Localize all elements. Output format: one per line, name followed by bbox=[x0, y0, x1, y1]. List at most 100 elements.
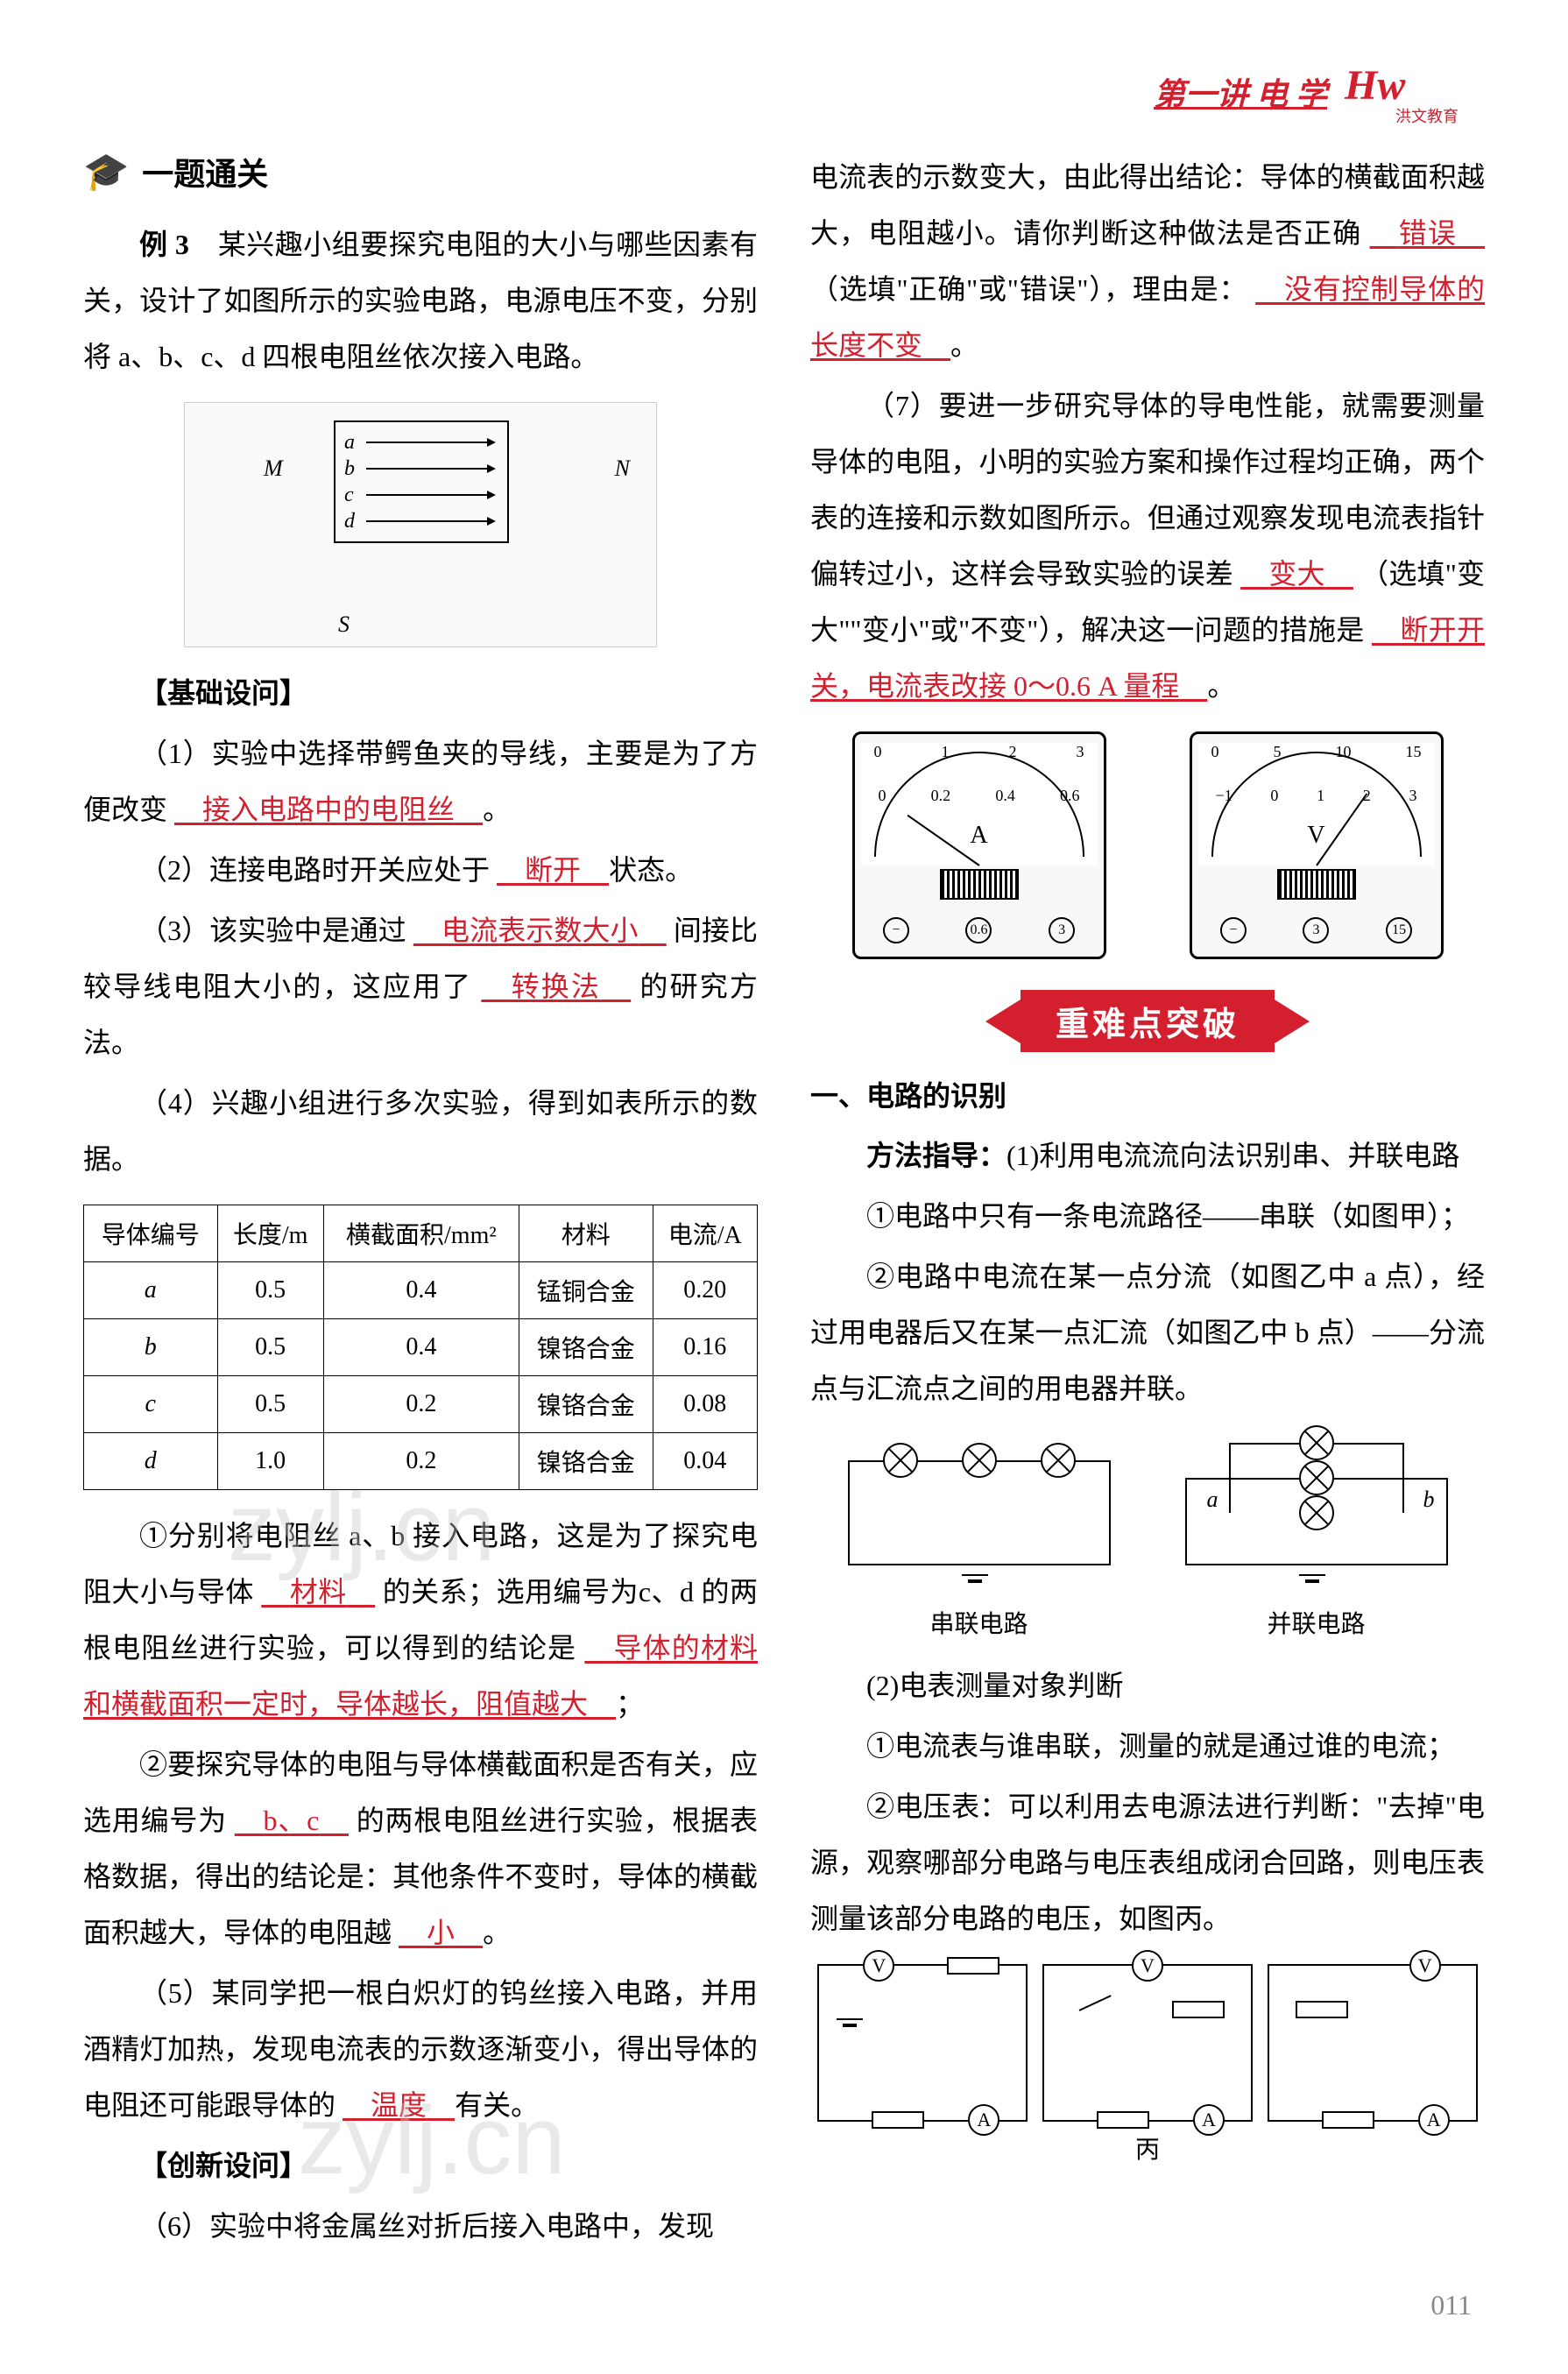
q6-answer1: 错误 bbox=[1370, 217, 1485, 249]
v-term-neg: − bbox=[1220, 917, 1247, 943]
switch-label: S bbox=[338, 611, 350, 638]
method1-2: ②电路中电流在某一点分流（如图乙中 a 点），经过用电器后又在某一点汇流（如图乙… bbox=[810, 1248, 1485, 1417]
table-cell: 1.0 bbox=[217, 1433, 323, 1490]
question-1: （1）实验中选择带鳄鱼夹的导线，主要是为了方便改变 接入电路中的电阻丝 。 bbox=[83, 725, 758, 837]
voltmeter: 0 5 10 15 −1 0 1 2 3 V bbox=[1190, 731, 1444, 959]
circuit-examples: 串联电路 a b bbox=[810, 1434, 1485, 1640]
a-scale-3: 3 bbox=[1077, 743, 1084, 761]
q2-post: 状态。 bbox=[609, 854, 693, 886]
table-cell: 0.5 bbox=[217, 1376, 323, 1433]
question-5: （5）某同学把一根白炽灯的钨丝接入电路，并用酒精灯加热，发现电流表的示数逐渐变小… bbox=[83, 1965, 758, 2133]
page-number: 011 bbox=[1430, 2289, 1472, 2321]
right-column: 电流表的示数变大，由此得出结论：导体的横截面积越大，电阻越小。请你判断这种做法是… bbox=[810, 149, 1485, 2258]
logo-subtitle: 洪文教育 bbox=[1395, 104, 1459, 127]
a-scale-2: 2 bbox=[1009, 743, 1017, 761]
voltmeter-unit: V bbox=[1307, 822, 1324, 850]
table-cell: a bbox=[84, 1262, 218, 1319]
brand-logo: Hw 洪文教育 bbox=[1345, 61, 1459, 123]
method1-1: ①电路中只有一条电流路径——串联（如图甲）； bbox=[810, 1188, 1485, 1244]
q7-post: 。 bbox=[1207, 670, 1235, 702]
topic1-heading: 一、电路的识别 bbox=[810, 1074, 1485, 1114]
q2-pre: （2）连接电路时开关应处于 bbox=[139, 854, 490, 886]
table-cell: 镍铬合金 bbox=[519, 1376, 653, 1433]
method1-pre: (1)利用电流流向法识别串、并联电路 bbox=[1006, 1140, 1459, 1171]
table-cell: 镍铬合金 bbox=[519, 1319, 653, 1376]
question-7: （7）要进一步研究导体的导电性能，就需要测量导体的电阻，小明的实验方案和操作过程… bbox=[810, 378, 1485, 714]
q3-pre: （3）该实验中是通过 bbox=[139, 915, 406, 946]
label-b: b bbox=[344, 457, 362, 481]
parallel-label: 并联电路 bbox=[1176, 1605, 1457, 1640]
innovation-label: 【创新设问】 bbox=[83, 2137, 758, 2194]
col-current: 电流/A bbox=[653, 1205, 757, 1262]
table-cell: 0.5 bbox=[217, 1262, 323, 1319]
a-bscale-2: 0.4 bbox=[995, 787, 1015, 805]
table-cell: 0.04 bbox=[653, 1433, 757, 1490]
a-bscale-1: 0.2 bbox=[931, 787, 951, 805]
col-area: 横截面积/mm² bbox=[323, 1205, 519, 1262]
table-cell: 0.2 bbox=[323, 1433, 519, 1490]
table-cell: 0.4 bbox=[323, 1319, 519, 1376]
a-term-3: 3 bbox=[1049, 917, 1075, 943]
a-scale-1: 1 bbox=[942, 743, 950, 761]
table-cell: 锰铜合金 bbox=[519, 1262, 653, 1319]
q1-answer: 接入电路中的电阻丝 bbox=[174, 794, 483, 825]
q6-post: 。 bbox=[950, 329, 978, 361]
table-cell: 0.08 bbox=[653, 1376, 757, 1433]
label-a: a bbox=[344, 431, 362, 455]
q3-answer1: 电流表示数大小 bbox=[413, 915, 667, 946]
col-id: 导体编号 bbox=[84, 1205, 218, 1262]
small-circuit-3: V A bbox=[1268, 1964, 1478, 2122]
v-bscale-1: 1 bbox=[1317, 787, 1324, 805]
series-label: 串联电路 bbox=[839, 1605, 1119, 1640]
q6-mid: （选填"正确"或"错误"），理由是： bbox=[810, 273, 1247, 305]
table-cell: d bbox=[84, 1433, 218, 1490]
section-banner: 重难点突破 bbox=[810, 990, 1485, 1052]
question-4-2: ②要探究导体的电阻与导体横截面积是否有关，应选用编号为 b、c 的两根电阻丝进行… bbox=[83, 1736, 758, 1961]
method2-1: ①电流表与谁串联，测量的就是通过谁的电流； bbox=[810, 1718, 1485, 1774]
v-scale-1: 5 bbox=[1274, 743, 1282, 761]
section-title-text: 一题通关 bbox=[142, 149, 268, 194]
a-term-06: 0.6 bbox=[965, 917, 992, 943]
v-scale-0: 0 bbox=[1211, 743, 1219, 761]
example-intro: 例 3 某兴趣小组要探究电阻的大小与哪些因素有关，设计了如图所示的实验电路，电源… bbox=[83, 216, 758, 385]
section-title: 🎓 一题通关 bbox=[83, 149, 758, 194]
basic-questions-label: 【基础设问】 bbox=[83, 665, 758, 721]
table-cell: 0.2 bbox=[323, 1376, 519, 1433]
q3-answer2: 转换法 bbox=[481, 971, 631, 1002]
left-column: 🎓 一题通关 例 3 某兴趣小组要探究电阻的大小与哪些因素有关，设计了如图所示的… bbox=[83, 149, 758, 2258]
circuit-method-diagrams: V A V A V bbox=[810, 1964, 1485, 2122]
label-d: d bbox=[344, 510, 362, 533]
banner-text: 重难点突破 bbox=[1021, 990, 1275, 1052]
terminal-m-label: M bbox=[264, 456, 283, 482]
q1-post: 。 bbox=[483, 794, 511, 825]
experiment-data-table: 导体编号 长度/m 横截面积/mm² 材料 电流/A a0.50.4锰铜合金0.… bbox=[83, 1205, 758, 1490]
table-cell: b bbox=[84, 1319, 218, 1376]
col-length: 长度/m bbox=[217, 1205, 323, 1262]
method-intro: 方法指导：(1)利用电流流向法识别串、并联电路 bbox=[810, 1127, 1485, 1183]
small-circuit-2: V A bbox=[1042, 1964, 1253, 2122]
arrow-right-icon bbox=[1275, 1000, 1310, 1043]
ammeter-unit: A bbox=[970, 822, 987, 850]
q42-answer1: b、c bbox=[235, 1805, 349, 1836]
q42-answer2: 小 bbox=[399, 1917, 483, 1948]
table-row: c0.50.2镍铬合金0.08 bbox=[84, 1376, 758, 1433]
q41-answer1: 材料 bbox=[261, 1576, 375, 1607]
table-cell: 0.4 bbox=[323, 1262, 519, 1319]
v-term-3: 3 bbox=[1303, 917, 1329, 943]
q2-answer: 断开 bbox=[497, 854, 609, 886]
table-cell: 0.20 bbox=[653, 1262, 757, 1319]
parallel-circuit-diagram: a b bbox=[1176, 1434, 1457, 1592]
question-2: （2）连接电路时开关应处于 断开 状态。 bbox=[83, 842, 758, 898]
question-6-start: （6）实验中将金属丝对折后接入电路中，发现 bbox=[83, 2198, 758, 2254]
q41-post: ； bbox=[616, 1688, 644, 1720]
question-6-cont: 电流表的示数变大，由此得出结论：导体的横截面积越大，电阻越小。请你判断这种做法是… bbox=[810, 149, 1485, 373]
table-row: d1.00.2镍铬合金0.04 bbox=[84, 1433, 758, 1490]
circuit-diagram-1: a b c d M N S bbox=[184, 402, 657, 647]
table-cell: 0.5 bbox=[217, 1319, 323, 1376]
arrow-left-icon bbox=[985, 1000, 1021, 1043]
table-cell: 镍铬合金 bbox=[519, 1433, 653, 1490]
v-bscale-3: 3 bbox=[1409, 787, 1416, 805]
question-3: （3）该实验中是通过 电流表示数大小 间接比较导线电阻大小的，这应用了 转换法 … bbox=[83, 902, 758, 1070]
v-scale-2: 10 bbox=[1336, 743, 1352, 761]
table-cell: c bbox=[84, 1376, 218, 1433]
